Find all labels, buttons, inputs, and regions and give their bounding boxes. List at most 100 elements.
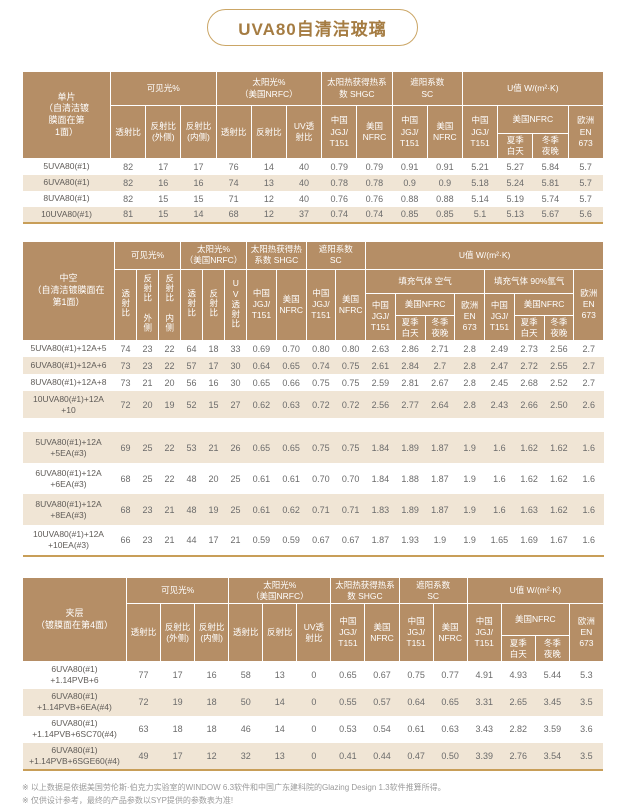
data-cell: 14: [274, 697, 285, 708]
row-label: 5UVA80(#1)+12A+5: [30, 343, 107, 354]
data-cell: 46: [240, 724, 251, 735]
data-cell: 15: [158, 193, 169, 204]
col-header-reflectance-out: 反射比 (外侧): [145, 104, 182, 160]
col-group-solar-light: 太阳光% （美国NRFC）: [215, 71, 323, 106]
table-row: 5UVA80(#1) 82 17 17 76 14 40 0.79 0.79 0.91 0.91 5.…: [23, 159, 604, 175]
data-cell: 1.9: [463, 535, 476, 546]
data-cell: 18: [172, 724, 183, 735]
data-cell: 2.6: [582, 399, 595, 410]
data-cell: 17: [208, 535, 219, 546]
data-cell: 0.63: [282, 399, 300, 410]
data-cell: 0.75: [341, 377, 360, 388]
data-cell: 81: [123, 209, 134, 220]
data-cell: 0.50: [441, 750, 459, 761]
data-cell: 44: [186, 535, 197, 546]
data-cell: 30: [230, 360, 241, 371]
data-cell: 1.6: [582, 535, 595, 546]
data-cell: 0.67: [373, 670, 391, 681]
table-row: 6UVA80(#1) +1.14PVB+6SC70(#4) 63 18 18 46 14 0…: [23, 716, 604, 743]
col-header-summer-day: 夏季 白天: [497, 132, 534, 160]
data-cell: 15: [193, 193, 204, 204]
data-cell: 0.59: [252, 535, 271, 546]
data-cell: 20: [164, 377, 175, 388]
data-cell: 77: [138, 670, 149, 681]
data-cell: 1.87: [431, 473, 449, 484]
data-cell: 0.65: [252, 377, 271, 388]
data-cell: 14: [193, 209, 204, 220]
col-header-reflectance-out: 反射比 外侧: [136, 268, 159, 341]
data-cell: 76: [228, 161, 239, 172]
col-header-reflectance-out: 反射比 (外侧): [160, 603, 196, 663]
col-group-shading-coefficient: 遮阳系数 SC: [305, 240, 367, 270]
data-cell: 2.76: [509, 750, 528, 761]
data-cell: 21: [230, 535, 241, 546]
table-row: 6UVA80(#1)+12A+6 73 23 22 57 17 30 0.64 0.65 0.74…: [22, 357, 604, 375]
data-cell: 2.8: [463, 343, 476, 354]
data-cell: 0.67: [341, 535, 360, 546]
col-header-usa-nfrc: 美国 NFRC: [432, 603, 468, 663]
data-cell: 3.45: [543, 697, 562, 708]
data-cell: 21: [164, 535, 175, 546]
col-header-europe-en673: 欧洲 EN 673: [573, 268, 605, 341]
col-header-reflectance-in: 反射比 内侧: [158, 268, 181, 341]
row-label: 10UVA80(#1)+12A +10EA(#3): [33, 529, 104, 551]
col-header-china-jgj: 中国 JGJ/ T151: [305, 268, 337, 341]
vertical-label: 反射比: [208, 288, 219, 318]
data-cell: 1.88: [401, 473, 419, 484]
data-cell: 37: [299, 209, 310, 220]
data-cell: 25: [142, 442, 153, 453]
col-header-winter-night: 冬季 夜晚: [543, 314, 575, 341]
data-cell: 0.67: [312, 535, 330, 546]
data-cell: 72: [138, 697, 149, 708]
row-label: 5UVA80(#1)+12A +5EA(#3): [35, 436, 102, 458]
col-header-solar-transmittance: 透射比: [228, 603, 264, 663]
col-group-shgc: 太阳热获得热系数 SHGC: [321, 71, 393, 106]
data-cell: 16: [206, 670, 217, 681]
data-cell: 64: [186, 343, 197, 354]
data-cell: 2.8: [463, 377, 476, 388]
col-header-transmittance: 透射比: [114, 268, 137, 341]
data-cell: 5.27: [506, 161, 524, 172]
col-group-usa-nfrc: 美国NFRC: [497, 105, 569, 134]
data-cell: 16: [193, 177, 204, 188]
data-cell: 22: [164, 442, 175, 453]
data-cell: 0.71: [312, 504, 330, 515]
data-cell: 1.62: [550, 473, 568, 484]
footnote-line: ※ 仅供设计参考，最终的产品参数以SYP提供的参数表为准!: [22, 796, 234, 806]
data-cell: 0.47: [407, 750, 425, 761]
data-cell: 2.68: [520, 377, 538, 388]
data-cell: 2.72: [520, 360, 538, 371]
data-cell: 3.6: [580, 724, 593, 735]
data-cell: 13: [263, 177, 274, 188]
data-cell: 0: [311, 670, 317, 681]
col-group-solar-light: 太阳光% （美国NRFC）: [228, 577, 332, 605]
data-cell: 0.62: [252, 399, 271, 410]
data-cell: 2.61: [371, 360, 390, 371]
col-header-usa-nfrc: 美国 NFRC: [275, 268, 307, 341]
table-row: 5UVA80(#1)+12A +5EA(#3) 69 25 22 53 21 26 0.65 0…: [22, 432, 604, 464]
data-cell: 17: [193, 161, 204, 172]
data-cell: 0.59: [282, 535, 300, 546]
data-cell: 40: [299, 177, 310, 188]
col-header-winter-night: 冬季 夜晚: [424, 314, 456, 341]
data-cell: 25: [142, 473, 153, 484]
col-header-winter-night: 冬季 夜晚: [532, 132, 569, 160]
data-cell: 17: [172, 750, 183, 761]
data-cell: 5.13: [506, 209, 524, 220]
vertical-label: 反射比 内侧: [164, 273, 175, 333]
data-cell: 2.81: [401, 377, 419, 388]
col-header-winter-night: 冬季 夜晚: [534, 635, 570, 663]
data-cell: 2.56: [550, 343, 568, 354]
col-header-china-jgj: 中国 JGJ/ T151: [484, 292, 515, 341]
data-cell: 3.31: [475, 697, 493, 708]
row-label: 10UVA80(#1): [41, 208, 92, 219]
col-header-solar-reflectance: 反射比: [250, 104, 287, 160]
data-cell: 1.65: [490, 535, 509, 546]
table2-group-spacer: [22, 418, 604, 433]
data-cell: 0.65: [252, 442, 271, 453]
data-cell: 5.14: [471, 193, 489, 204]
data-cell: 0.53: [339, 724, 357, 735]
data-cell: 3.39: [475, 750, 493, 761]
data-cell: 0.44: [373, 750, 391, 761]
col-group-shgc: 太阳热获得热系数 SHGC: [246, 240, 307, 270]
